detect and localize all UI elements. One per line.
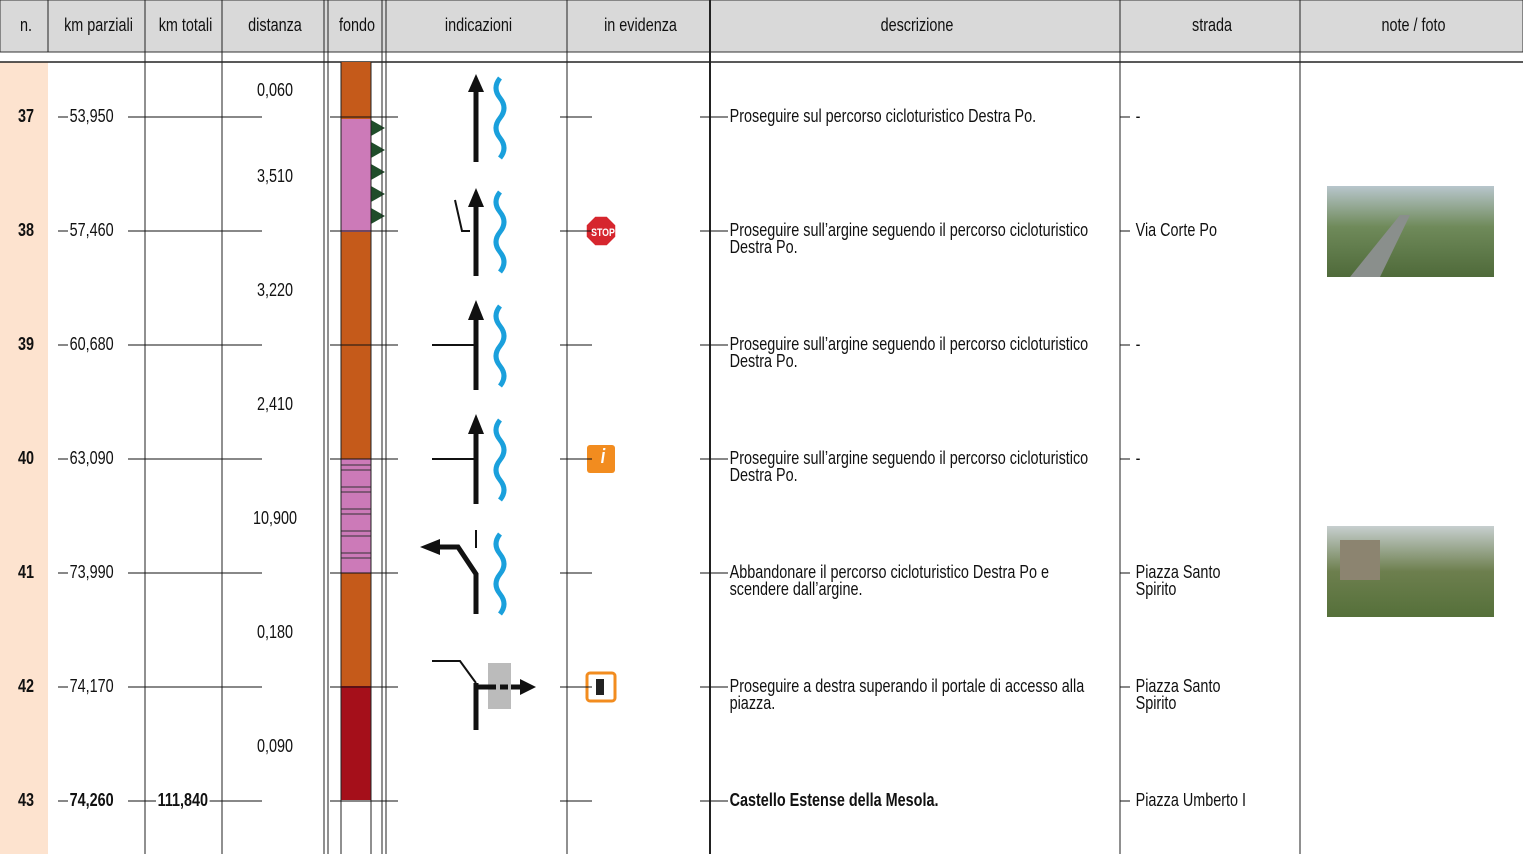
distance: 3,510 xyxy=(256,166,294,186)
column-header: in evidenza xyxy=(604,15,677,35)
description: Castello Estense della Mesola. xyxy=(728,791,1092,809)
distance: 0,090 xyxy=(256,736,294,756)
waypoint-number: 42 xyxy=(17,676,35,696)
stop-sign xyxy=(585,215,617,247)
description: Proseguire a destra superando il portale… xyxy=(728,677,1092,712)
road: - xyxy=(1134,107,1258,125)
km-partial: 63,090 xyxy=(68,448,116,468)
hatching xyxy=(341,464,371,559)
header-background xyxy=(0,0,1523,53)
column-header: km totali xyxy=(158,15,213,35)
photo-castle xyxy=(1340,540,1380,580)
km-partial: 57,460 xyxy=(68,220,116,240)
distance: 2,410 xyxy=(256,394,294,414)
column-header: distanza xyxy=(248,15,302,35)
embankment-markers xyxy=(371,120,385,224)
arrow-heads xyxy=(420,74,536,695)
info-sign xyxy=(587,445,615,473)
km-partial: 60,680 xyxy=(68,334,116,354)
road: - xyxy=(1134,335,1258,353)
road: Piazza Umberto I xyxy=(1134,791,1258,809)
photo-path xyxy=(1350,215,1410,277)
distance: 10,900 xyxy=(252,508,298,528)
column-header: km parziali xyxy=(64,15,133,35)
waypoint-number: 39 xyxy=(17,334,35,354)
distance: 0,180 xyxy=(256,622,294,642)
distance: 3,220 xyxy=(256,280,294,300)
surface-segment xyxy=(341,573,371,686)
gate-icon xyxy=(488,663,511,709)
number-strip xyxy=(0,62,48,854)
waypoint-number: 43 xyxy=(17,790,35,810)
photo xyxy=(1327,186,1494,277)
km-total: 111,840 xyxy=(156,790,210,810)
distance: 0,060 xyxy=(256,80,294,100)
description: Proseguire sull’argine seguendo il perco… xyxy=(728,335,1092,370)
waypoint-number: 40 xyxy=(17,448,35,468)
surface-segment xyxy=(341,459,371,573)
km-partial: 53,950 xyxy=(68,106,116,126)
surface-segment xyxy=(341,119,371,232)
surface-segment xyxy=(341,62,371,119)
km-partial: 73,990 xyxy=(68,562,116,582)
waypoint-number: 37 xyxy=(17,106,35,126)
km-partial: 74,170 xyxy=(68,676,116,696)
column-rules xyxy=(47,0,1301,854)
info-point-glyph xyxy=(596,679,604,695)
column-header: indicazioni xyxy=(444,15,513,35)
direction-icons xyxy=(432,90,522,730)
description: Proseguire sull’argine seguendo il perco… xyxy=(728,449,1092,484)
description: Proseguire sull’argine seguendo il perco… xyxy=(728,221,1092,256)
km-partial: 74,260 xyxy=(68,790,116,810)
road: Piazza Santo Spirito xyxy=(1134,563,1258,598)
surface-segment xyxy=(341,686,371,800)
waypoint-number: 38 xyxy=(17,220,35,240)
waypoint-number: 41 xyxy=(17,562,35,582)
column-header: strada xyxy=(1191,15,1233,35)
column-header: fondo xyxy=(338,15,376,35)
road: Piazza Santo Spirito xyxy=(1134,677,1258,712)
river-icons xyxy=(493,76,507,616)
highlight-sign-text: i xyxy=(600,446,606,468)
column-header: descrizione xyxy=(880,15,954,35)
highlight-sign-text: STOP xyxy=(591,227,615,239)
road: - xyxy=(1134,449,1258,467)
description: Abbandonare il percorso cicloturistico D… xyxy=(728,563,1092,598)
column-header: note / foto xyxy=(1381,15,1446,35)
column-header: n. xyxy=(19,15,32,35)
description: Proseguire sul percorso cicloturistico D… xyxy=(728,107,1092,125)
road: Via Corte Po xyxy=(1134,221,1258,239)
